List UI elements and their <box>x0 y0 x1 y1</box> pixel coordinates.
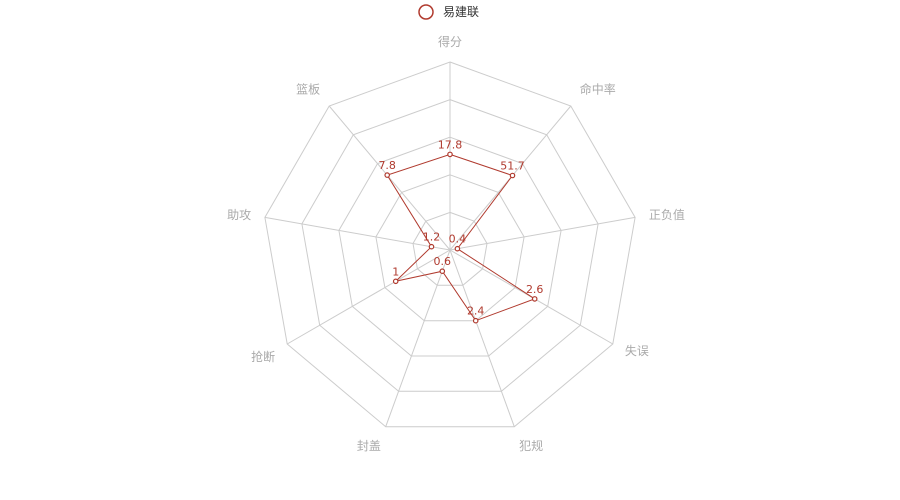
legend[interactable]: 易建联 <box>418 4 479 20</box>
data-point[interactable] <box>454 245 461 252</box>
axis-label: 犯规 <box>519 438 543 453</box>
grid-ring-3 <box>338 136 562 357</box>
data-label: 7.8 <box>378 159 396 172</box>
axis-label: 正负值 <box>649 207 685 222</box>
data-point[interactable] <box>439 268 446 275</box>
axis-spoke-7 <box>264 216 451 251</box>
data-label: 2.4 <box>467 305 485 318</box>
axis-spoke-8 <box>328 105 451 251</box>
grid-ring-2 <box>375 174 525 322</box>
series-line[interactable] <box>386 153 536 322</box>
data-point[interactable] <box>428 243 435 250</box>
radar-grid <box>264 61 636 428</box>
axis-label: 抢断 <box>251 349 275 364</box>
legend-marker[interactable] <box>418 4 434 20</box>
axis-spoke-5 <box>385 249 451 427</box>
axis-spoke-2 <box>449 216 636 251</box>
axis-label: 得分 <box>438 34 462 49</box>
axis-label: 封盖 <box>357 439 381 453</box>
data-point[interactable] <box>472 317 479 324</box>
data-label: 51.7 <box>500 160 525 173</box>
data-label: 0.4 <box>449 233 467 246</box>
radar-series[interactable]: 17.8 51.7 0.4 2.6 2.4 0.6 1 1.2 7.8 <box>378 138 544 324</box>
axis-label: 助攻 <box>227 208 251 222</box>
data-point[interactable] <box>384 172 391 178</box>
grid-ring-4 <box>301 99 599 392</box>
axis-label: 篮板 <box>296 81 320 96</box>
grid-ring-5 <box>264 61 636 428</box>
data-label: 1.2 <box>423 231 441 244</box>
axis-spoke-6 <box>286 249 451 345</box>
axis-label: 失误 <box>625 343 649 358</box>
axis-spoke-4 <box>449 249 515 427</box>
data-point[interactable] <box>509 172 516 179</box>
legend-label[interactable]: 易建联 <box>443 5 479 19</box>
grid-ring-1 <box>412 211 488 286</box>
axis-label: 命中率 <box>580 81 616 96</box>
data-label: 0.6 <box>434 255 452 268</box>
data-label: 2.6 <box>526 283 544 296</box>
data-point[interactable] <box>392 278 399 285</box>
data-label: 17.8 <box>438 138 463 151</box>
data-point[interactable] <box>531 296 538 302</box>
data-point[interactable] <box>447 151 453 158</box>
data-label: 1 <box>392 265 399 278</box>
